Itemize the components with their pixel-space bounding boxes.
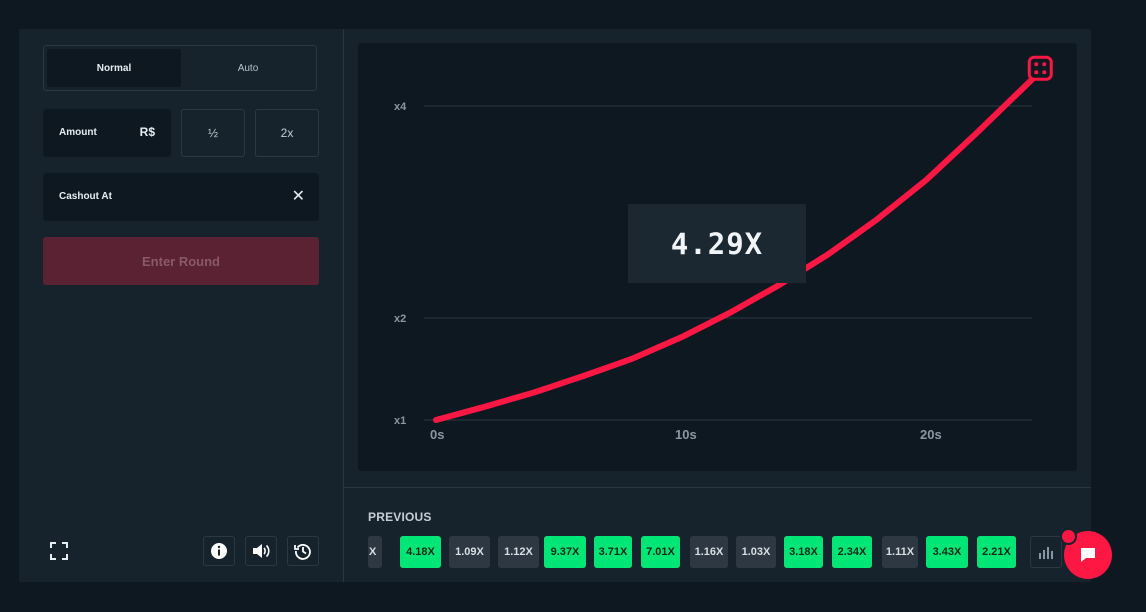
history-chip[interactable]: 3.18X <box>784 536 823 568</box>
enter-round-button[interactable]: Enter Round <box>43 237 319 285</box>
history-chip[interactable]: 2.21X <box>977 536 1016 568</box>
fullscreen-button[interactable] <box>43 536 75 566</box>
volume-icon <box>253 544 270 558</box>
history-chip[interactable]: 1.16X <box>690 536 728 568</box>
x-tick-label: 20s <box>920 427 942 442</box>
history-chip[interactable]: 4.18X <box>400 536 441 568</box>
amount-label: Amount <box>59 127 97 138</box>
chart-canvas: x1 x2 x4 0s 10s 20s <box>394 55 1053 442</box>
history-chip[interactable]: 9.37X <box>544 536 586 568</box>
dice-pip <box>1042 70 1047 75</box>
history-chip[interactable]: 1.11X <box>882 536 918 568</box>
history-chip[interactable]: 1.03X <box>736 536 776 568</box>
fullscreen-icon <box>50 542 68 560</box>
history-chip[interactable]: 1.12X <box>498 536 539 568</box>
half-button[interactable]: ½ <box>181 109 245 157</box>
previous-title: PREVIOUS <box>368 510 432 524</box>
history-strip: X 4.18X 1.09X 1.12X 9.37X 3.71X 7.01X 1.16X 1.03… <box>368 536 1058 568</box>
current-multiplier: 4.29X <box>628 204 806 283</box>
history-chip[interactable]: 1.09X <box>449 536 490 568</box>
chat-icon <box>1081 548 1095 562</box>
dice-icon <box>1027 55 1053 81</box>
crash-chart: x1 x2 x4 0s 10s 20s 4.29X <box>358 43 1077 471</box>
y-tick-label: x2 <box>394 313 406 325</box>
dice-pip <box>1042 62 1047 67</box>
history-button[interactable] <box>287 536 319 566</box>
x-tick-label: 0s <box>430 427 444 442</box>
y-tick-label: x4 <box>394 101 407 113</box>
dice-pip <box>1034 70 1039 75</box>
history-chip: X <box>368 536 382 568</box>
amount-input[interactable]: Amount R$ <box>43 109 171 157</box>
tab-normal[interactable]: Normal <box>47 49 181 87</box>
history-icon <box>294 544 311 560</box>
game-panel: Normal Auto Amount R$ ½ 2x Cashout At ✕ … <box>19 29 1091 582</box>
cashout-input[interactable]: Cashout At ✕ <box>43 173 319 221</box>
currency-label: R$ <box>139 125 155 139</box>
history-chip[interactable]: 2.34X <box>832 536 872 568</box>
previous-rounds: PREVIOUS X 4.18X 1.09X 1.12X 9.37X 3.71X 7.01X… <box>344 487 1091 583</box>
tab-auto[interactable]: Auto <box>237 62 259 74</box>
multiplier-curve <box>433 72 1040 423</box>
history-chip[interactable]: 3.71X <box>594 536 632 568</box>
stats-button[interactable] <box>1030 536 1062 568</box>
bet-controls: Normal Auto Amount R$ ½ 2x Cashout At ✕ … <box>19 29 344 582</box>
volume-button[interactable] <box>245 536 277 566</box>
y-tick-label: x1 <box>394 415 406 427</box>
history-chip[interactable]: 7.01X <box>641 536 680 568</box>
chat-notification-dot <box>1060 528 1077 545</box>
history-chip[interactable]: 3.43X <box>926 536 968 568</box>
cashout-label: Cashout At <box>59 191 112 202</box>
double-button[interactable]: 2x <box>255 109 319 157</box>
clear-cashout-icon[interactable]: ✕ <box>291 188 305 205</box>
info-icon <box>211 543 227 559</box>
dice-pip <box>1034 62 1039 67</box>
mode-toggle: Normal Auto <box>43 45 317 91</box>
x-tick-label: 10s <box>675 427 697 442</box>
info-button[interactable] <box>203 536 235 566</box>
bar-chart-icon <box>1039 547 1053 559</box>
